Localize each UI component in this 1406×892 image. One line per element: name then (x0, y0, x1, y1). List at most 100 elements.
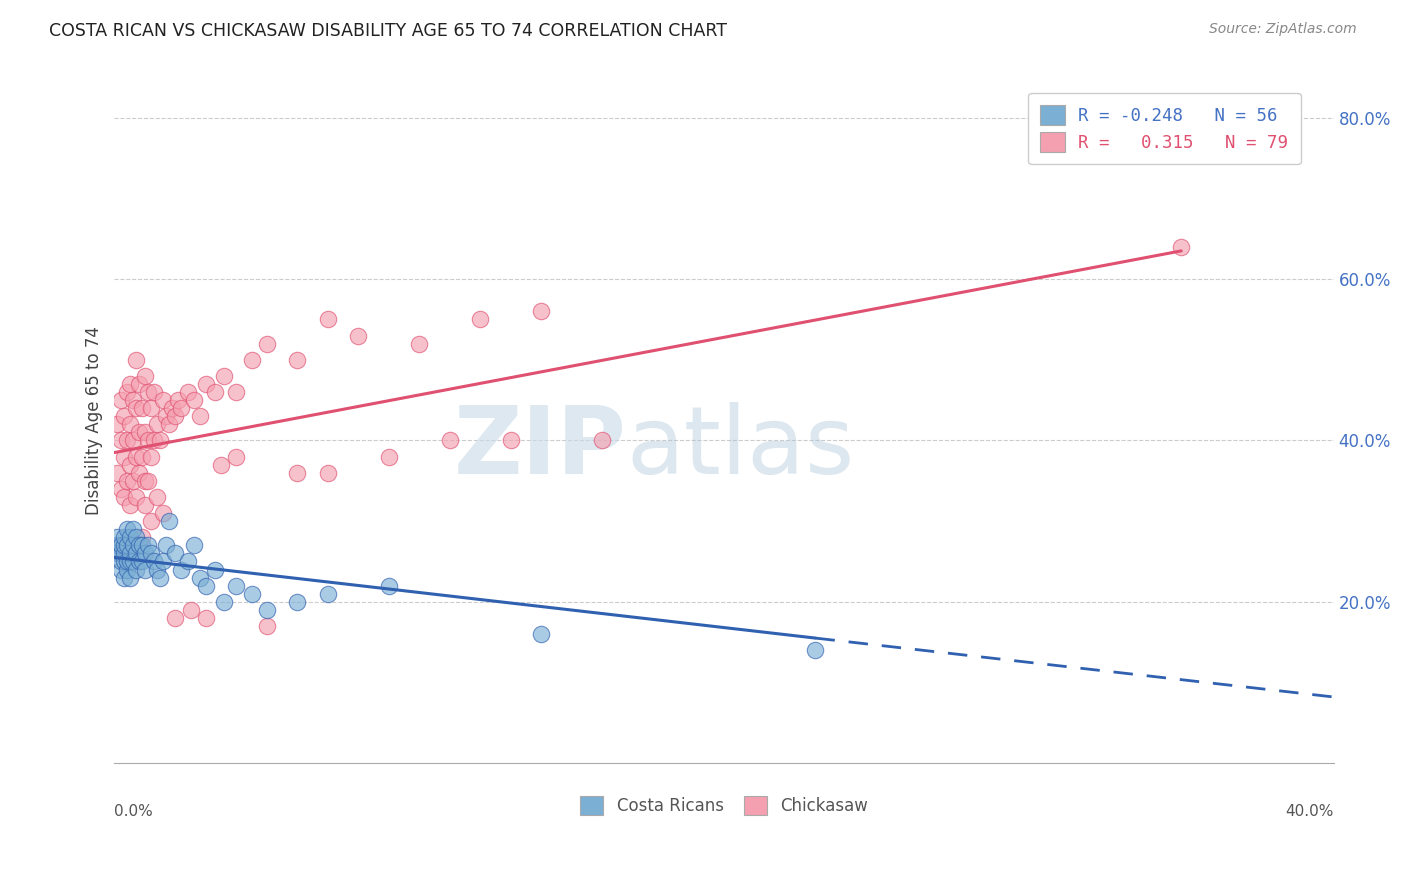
Point (121, 474, 143, 488)
Point (118, 530, 141, 544)
Point (125, 352, 148, 367)
Point (316, 312, 339, 326)
Point (408, 336, 430, 351)
Point (118, 498, 141, 512)
Point (225, 450, 247, 464)
Point (110, 482, 132, 496)
Point (121, 522, 143, 536)
Point (183, 393, 205, 408)
Point (143, 554, 166, 568)
Point (118, 546, 141, 560)
Point (128, 554, 150, 568)
Point (131, 450, 153, 464)
Point (285, 352, 308, 367)
Point (204, 385, 226, 400)
Point (347, 328, 370, 343)
Point (188, 571, 211, 585)
Point (107, 546, 129, 560)
Point (107, 417, 129, 432)
Point (256, 619, 278, 633)
Point (316, 587, 339, 601)
Point (112, 530, 135, 544)
Point (110, 562, 132, 576)
Point (1170, 240, 1192, 254)
Point (194, 376, 217, 391)
Point (131, 530, 153, 544)
Point (115, 474, 138, 488)
Point (256, 603, 278, 617)
Point (176, 385, 198, 400)
Point (204, 562, 226, 576)
Point (115, 562, 138, 576)
Point (530, 627, 553, 641)
Point (125, 401, 148, 416)
Point (121, 434, 143, 448)
Point (107, 538, 129, 552)
Text: atlas: atlas (627, 401, 855, 493)
Point (110, 554, 132, 568)
Point (176, 554, 198, 568)
Point (170, 562, 193, 576)
Point (170, 401, 193, 416)
Point (183, 538, 205, 552)
Point (134, 498, 156, 512)
Point (118, 376, 141, 391)
Point (115, 434, 138, 448)
Point (125, 546, 148, 560)
Point (110, 538, 132, 552)
Point (136, 385, 159, 400)
Point (125, 450, 148, 464)
Point (131, 401, 153, 416)
Y-axis label: Disability Age 65 to 74: Disability Age 65 to 74 (86, 326, 103, 515)
Point (225, 385, 247, 400)
Point (107, 530, 129, 544)
Point (134, 474, 156, 488)
Point (225, 579, 247, 593)
Point (128, 466, 150, 480)
Point (212, 595, 235, 609)
Point (112, 554, 135, 568)
Point (110, 393, 132, 408)
Point (118, 571, 141, 585)
Point (112, 538, 135, 552)
Point (139, 546, 162, 560)
Point (149, 434, 172, 448)
Legend: Costa Ricans, Chickasaw: Costa Ricans, Chickasaw (572, 788, 876, 823)
Point (143, 434, 166, 448)
Point (112, 409, 135, 424)
Point (240, 587, 263, 601)
Point (285, 466, 308, 480)
Point (209, 458, 232, 472)
Text: ZIP: ZIP (454, 401, 627, 493)
Point (162, 401, 184, 416)
Point (155, 409, 177, 424)
Point (118, 554, 141, 568)
Point (143, 385, 166, 400)
Point (165, 546, 187, 560)
Point (146, 417, 169, 432)
Point (115, 385, 138, 400)
Point (591, 434, 613, 448)
Point (316, 466, 339, 480)
Point (110, 546, 132, 560)
Point (157, 514, 180, 528)
Point (118, 417, 141, 432)
Point (125, 562, 148, 576)
Point (377, 579, 399, 593)
Point (118, 458, 141, 472)
Point (470, 312, 492, 326)
Point (165, 409, 187, 424)
Point (530, 304, 553, 318)
Point (499, 434, 522, 448)
Point (256, 336, 278, 351)
Point (165, 611, 187, 625)
Point (121, 393, 143, 408)
Point (139, 514, 162, 528)
Point (112, 450, 135, 464)
Point (121, 554, 143, 568)
Point (107, 466, 129, 480)
Point (212, 368, 235, 383)
Text: 0.0%: 0.0% (114, 805, 153, 819)
Point (152, 506, 174, 520)
Point (112, 490, 135, 504)
